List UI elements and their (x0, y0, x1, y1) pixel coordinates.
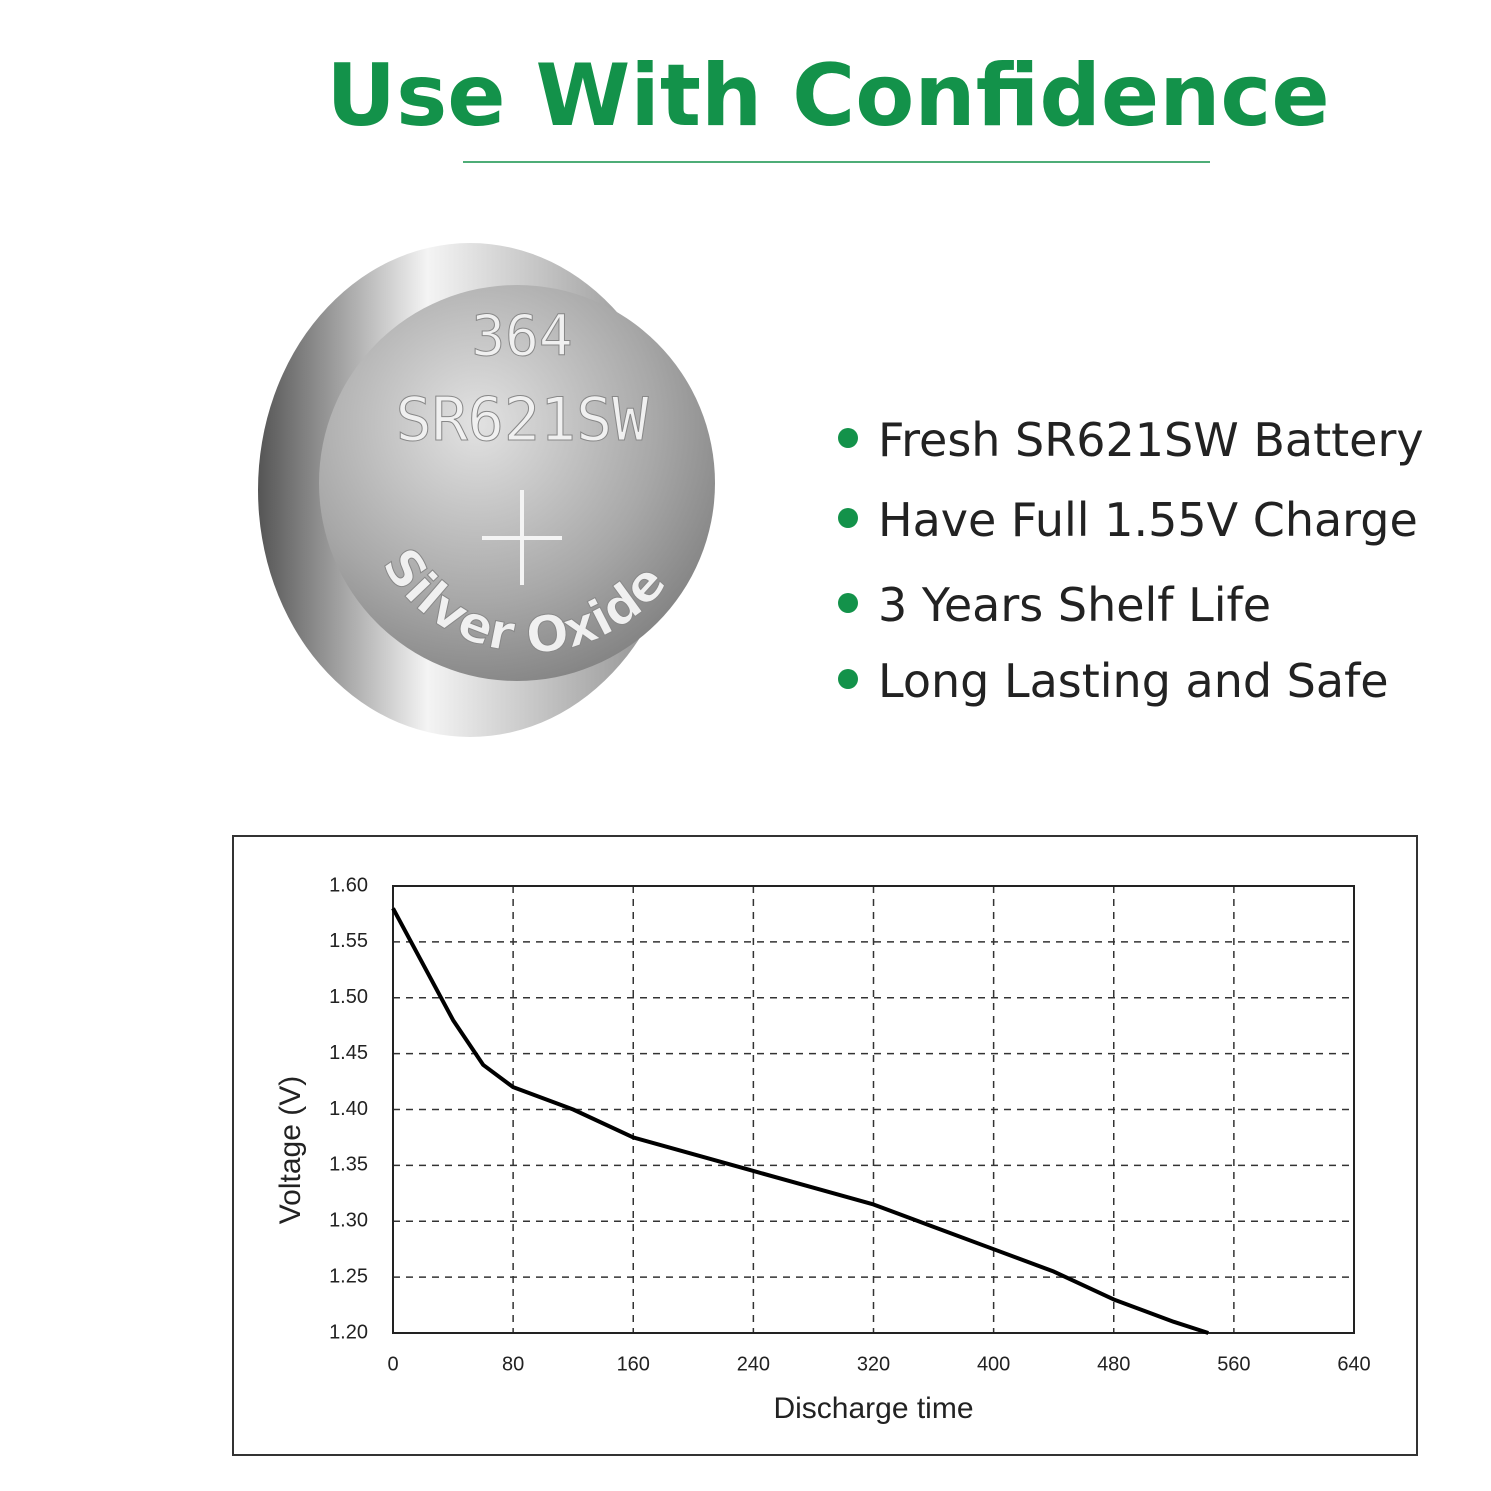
x-tick-label: 240 (737, 1353, 770, 1375)
y-axis-label: Voltage (V) (274, 1076, 307, 1224)
plus-sign (482, 490, 562, 585)
bullet-text: 3 Years Shelf Life (878, 578, 1271, 632)
chart: 1.20 1.25 1.30 1.35 1.40 1.45 1.50 1.55 1.60 0 80 1… (274, 874, 1371, 1425)
bullet-dot (838, 593, 858, 613)
battery-face (319, 285, 715, 681)
x-tick-label: 160 (617, 1353, 650, 1375)
y-tick-label: 1.30 (329, 1210, 368, 1232)
bullet-dot (838, 508, 858, 528)
y-tick-label: 1.25 (329, 1265, 368, 1287)
bullet-dot (838, 428, 858, 448)
x-tick-label: 320 (857, 1353, 890, 1375)
x-tick-label: 80 (502, 1353, 524, 1375)
bullet-dot (838, 669, 858, 689)
y-tick-label: 1.50 (329, 986, 368, 1008)
x-axis-label: Discharge time (773, 1392, 973, 1425)
x-tick-label: 480 (1097, 1353, 1130, 1375)
bullet-text: Long Lasting and Safe (878, 654, 1389, 708)
title: Use With Confidence (326, 46, 1330, 146)
voltage-curve (391, 907, 1209, 1335)
bullet-text: Have Full 1.55V Charge (878, 493, 1418, 547)
bullet-list: Fresh SR621SW Battery Have Full 1.55V Cha… (838, 413, 1424, 708)
x-tick-label: 0 (387, 1353, 398, 1375)
plot-border (392, 885, 1355, 1334)
battery-code: SR621SW (396, 385, 650, 455)
y-tick-label: 1.40 (329, 1098, 368, 1120)
y-tick-label: 1.20 (329, 1321, 368, 1343)
y-tick-label: 1.60 (329, 874, 368, 896)
y-tick-label: 1.45 (329, 1042, 368, 1064)
chart-frame (232, 835, 1418, 1456)
x-tick-label: 640 (1337, 1353, 1370, 1375)
bullet-text: Fresh SR621SW Battery (878, 413, 1424, 467)
y-tick-label: 1.35 (329, 1154, 368, 1176)
x-tick-label: 560 (1217, 1353, 1250, 1375)
battery: 364 SR621SW Silver Oxide (258, 243, 715, 737)
battery-model: 364 (471, 304, 572, 369)
y-tick-label: 1.55 (329, 930, 368, 952)
x-tick-label: 400 (977, 1353, 1010, 1375)
